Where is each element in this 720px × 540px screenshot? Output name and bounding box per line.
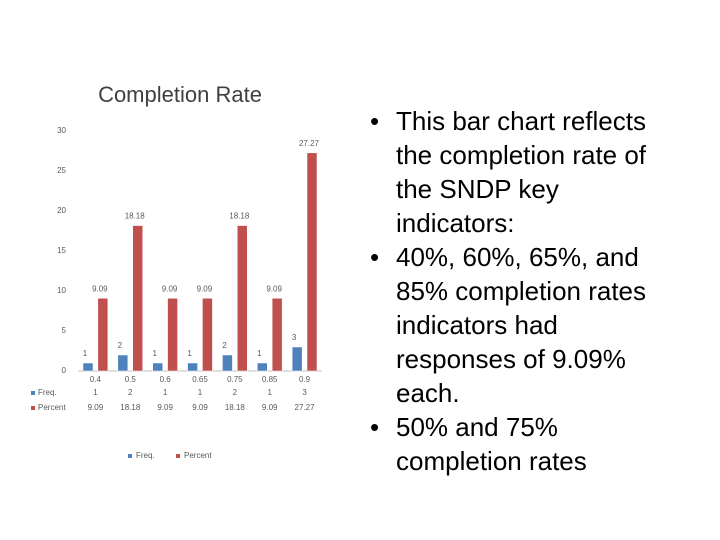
value-label: 9.09 bbox=[266, 284, 282, 293]
x-tick-label: 0.6 bbox=[160, 375, 172, 384]
chart-title: Completion Rate bbox=[98, 82, 262, 107]
table-cell: 27.27 bbox=[295, 403, 316, 412]
legend-key bbox=[128, 454, 132, 458]
table-cell: 1 bbox=[267, 388, 272, 397]
bar bbox=[257, 362, 268, 372]
bar bbox=[167, 298, 178, 372]
value-label: 2 bbox=[222, 341, 227, 350]
table-cell: 1 bbox=[93, 388, 98, 397]
value-label: 1 bbox=[83, 349, 88, 358]
table-cell: 2 bbox=[128, 388, 133, 397]
chart: Completion Rate 0 5 10 15 20 25 30 0.4 1 1 9.09 9.0… bbox=[31, 82, 322, 460]
bullet: 40%, 60%, 65%, and 85% completion rates … bbox=[368, 240, 668, 410]
value-label: 9.09 bbox=[197, 284, 213, 293]
y-tick-label: 20 bbox=[57, 206, 66, 215]
bar bbox=[187, 362, 198, 372]
table-row-label: Percent bbox=[38, 403, 66, 412]
bar bbox=[222, 354, 233, 372]
bar bbox=[291, 346, 303, 372]
value-label: 3 bbox=[292, 333, 297, 342]
bullet: This bar chart reflects the completion r… bbox=[368, 104, 668, 240]
bar bbox=[82, 362, 94, 372]
table-cell: 9.09 bbox=[88, 403, 104, 412]
value-label: 1 bbox=[152, 349, 157, 358]
legend-label: Percent bbox=[184, 451, 212, 460]
legend-key bbox=[176, 454, 180, 458]
value-label: 18.18 bbox=[125, 212, 146, 221]
y-tick-label: 5 bbox=[62, 326, 67, 335]
table-key bbox=[31, 391, 35, 395]
table-cell: 3 bbox=[302, 388, 307, 397]
x-tick-label: 0.75 bbox=[227, 375, 243, 384]
x-tick-label: 0.9 bbox=[299, 375, 311, 384]
value-label: 2 bbox=[118, 341, 123, 350]
bar bbox=[271, 298, 283, 372]
table-key bbox=[31, 406, 35, 410]
value-label: 9.09 bbox=[92, 284, 108, 293]
x-tick-label: 0.85 bbox=[262, 375, 278, 384]
table-cell: 9.09 bbox=[157, 403, 173, 412]
table-cell: 9.09 bbox=[192, 403, 208, 412]
x-tick-label: 0.4 bbox=[90, 375, 102, 384]
bar bbox=[202, 298, 213, 372]
value-label: 27.27 bbox=[299, 139, 320, 148]
bar bbox=[117, 354, 129, 372]
table-cell: 9.09 bbox=[262, 403, 278, 412]
value-label: 18.18 bbox=[229, 212, 250, 221]
y-tick-label: 25 bbox=[57, 166, 66, 175]
table-cell: 18.18 bbox=[120, 403, 141, 412]
y-tick-label: 15 bbox=[57, 246, 66, 255]
bullet: 50% and 75% completion rates bbox=[368, 410, 668, 478]
bar bbox=[97, 298, 109, 372]
value-label: 1 bbox=[257, 349, 262, 358]
bar bbox=[152, 362, 163, 372]
value-label: 1 bbox=[187, 349, 192, 358]
x-tick-label: 0.65 bbox=[192, 375, 208, 384]
bar bbox=[132, 225, 143, 372]
bar bbox=[306, 152, 318, 372]
y-tick-label: 30 bbox=[57, 126, 66, 135]
bar bbox=[237, 225, 248, 372]
table-cell: 18.18 bbox=[225, 403, 246, 412]
table-row-label: Freq. bbox=[38, 388, 57, 397]
y-tick-label: 0 bbox=[62, 366, 67, 375]
x-tick-label: 0.5 bbox=[125, 375, 137, 384]
y-tick-label: 10 bbox=[57, 286, 66, 295]
legend-label: Freq. bbox=[136, 451, 155, 460]
bullet-list: This bar chart reflects the completion r… bbox=[368, 104, 668, 478]
value-label: 9.09 bbox=[162, 284, 178, 293]
table-cell: 2 bbox=[233, 388, 238, 397]
table-cell: 1 bbox=[163, 388, 168, 397]
table-cell: 1 bbox=[198, 388, 203, 397]
